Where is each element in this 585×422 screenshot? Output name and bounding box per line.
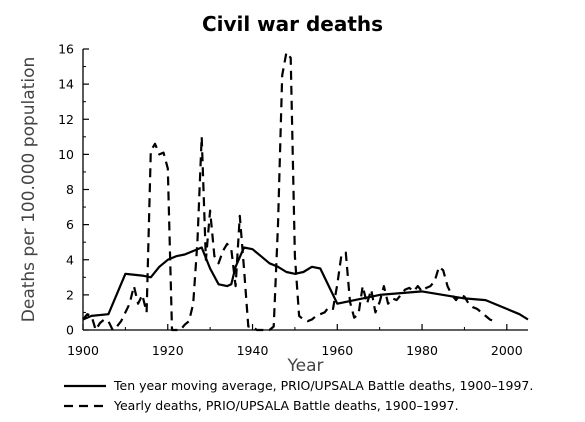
x-tick-label: 1920	[152, 343, 184, 358]
y-tick-label: 10	[58, 147, 74, 162]
y-tick-label: 6	[66, 217, 74, 232]
x-tick-label: 1900	[67, 343, 99, 358]
y-tick-label: 16	[58, 42, 74, 57]
legend-label-yearly: Yearly deaths, PRIO/UPSALA Battle deaths…	[114, 398, 459, 413]
y-tick-label: 4	[66, 252, 74, 267]
x-tick-label: 1960	[321, 343, 353, 358]
y-tick-label: 0	[66, 323, 74, 338]
x-tick-label: 2000	[491, 343, 523, 358]
y-tick-label: 2	[66, 287, 74, 302]
x-tick-label: 1980	[406, 343, 438, 358]
legend-item-yearly: Yearly deaths, PRIO/UPSALA Battle deaths…	[62, 396, 582, 416]
legend-label-moving-average: Ten year moving average, PRIO/UPSALA Bat…	[114, 378, 534, 393]
legend-item-moving-average: Ten year moving average, PRIO/UPSALA Bat…	[62, 376, 582, 396]
chart-title: Civil war deaths	[201, 12, 384, 36]
y-tick-label: 14	[58, 77, 74, 92]
x-axis-label: Year	[287, 356, 324, 376]
x-tick-label: 1940	[237, 343, 269, 358]
ticks: 0 2 4 6 8 10 12 14 16 1900 1920 1940 1960 1980 2000	[58, 42, 523, 359]
y-tick-label: 8	[66, 182, 74, 197]
series-line-moving-average	[82, 246, 529, 321]
legend-dashed-line-swatch	[64, 404, 106, 408]
y-tick-label: 12	[58, 112, 74, 127]
legend-solid-line-swatch	[64, 384, 106, 388]
legend: Ten year moving average, PRIO/UPSALA Bat…	[62, 376, 582, 416]
y-axis-label: Deaths per 100.000 population	[19, 57, 39, 322]
series-line-yearly	[82, 51, 495, 332]
series-layer	[82, 51, 529, 332]
chart-svg: 0 2 4 6 8 10 12 14 16 1900 1920 1940 1960 1980 2000 Ye…	[19, 42, 529, 376]
